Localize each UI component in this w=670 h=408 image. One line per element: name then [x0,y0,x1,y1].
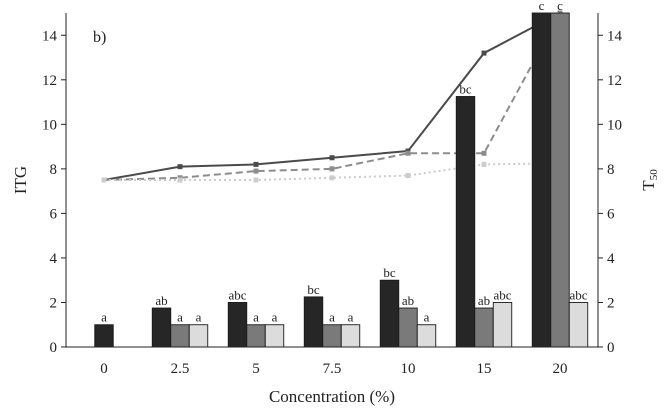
bar [455,96,476,348]
axes-layer [65,13,599,348]
line-series-layer [101,10,563,183]
right-y-tick-label: 12 [607,73,622,89]
bar [94,324,114,348]
significance-label: abc [228,287,246,302]
right-y-tick-label: 4 [607,251,615,267]
x-tick-label: 2.5 [171,361,190,377]
x-tick-label: 10 [401,361,416,377]
right-y-tick-label: 0 [607,340,615,356]
significance-label: c [557,0,563,13]
significance-label: a [329,310,335,325]
x-tick-label: 7.5 [323,361,342,377]
bar [264,324,285,348]
line-point [481,150,487,156]
line-point [329,155,335,161]
line-series-solid [103,12,561,181]
line-point [405,150,411,156]
right-y-tick-label: 2 [607,295,615,311]
line-series-dashed [103,12,561,181]
right-y-axis-label-main: T [639,180,658,191]
bar [474,307,494,348]
left-y-tick-label: 8 [50,162,58,178]
line-point [253,168,259,174]
bar [568,302,589,348]
line-point [481,50,487,56]
significance-label: ab [155,293,167,308]
line-point [329,166,335,172]
significance-label: ab [402,293,414,308]
ticks-layer: 0 2 4 6 8 10 12 14 0 2 4 6 8 10 12 14 0 2.5 5 7.5 10 15 20 [42,28,623,377]
significance-label: bc [459,82,472,97]
bar [531,12,552,348]
bar [322,324,342,348]
line-point [177,177,183,183]
left-y-tick-label: 6 [50,206,58,222]
bar [379,279,400,348]
right-y-axis-label: T50 [639,169,660,191]
left-y-tick-label: 2 [50,295,58,311]
bar [416,324,437,348]
left-y-axis-label: ITG [11,166,30,194]
x-tick-label: 15 [477,361,492,377]
line-point [253,177,259,183]
significance-label: a [196,310,202,325]
bar [550,12,570,348]
right-y-tick-label: 14 [607,28,623,44]
line-point [481,161,487,167]
significance-label: abc [569,287,587,302]
right-y-tick-label: 10 [607,117,622,133]
significance-label: bc [307,282,320,297]
significance-label: a [272,310,278,325]
line-point [405,173,411,179]
significance-label: a [101,310,107,325]
line-point [177,164,183,170]
bar [398,307,418,348]
panel-label: b) [93,29,106,46]
right-y-tick-label: 6 [607,206,615,222]
bar-series-layer [94,12,589,348]
significance-label: a [177,310,183,325]
left-y-tick-label: 14 [42,28,58,44]
significance-label: c [539,0,545,13]
line-point [101,177,107,183]
right-y-axis-label-subscript: 50 [648,169,660,181]
bar [151,307,172,348]
right-y-tick-label: 8 [607,162,615,178]
left-y-tick-label: 4 [50,251,58,267]
bar [303,296,324,348]
significance-label: abc [493,287,511,302]
significance-label: bc [383,265,396,280]
bar [170,324,190,348]
line-point [329,175,335,181]
left-y-tick-label: 0 [50,340,58,356]
bar [492,302,513,348]
significance-label: a [253,310,259,325]
left-y-tick-label: 10 [42,117,57,133]
left-y-tick-label: 12 [42,73,57,89]
line-point [253,161,259,167]
bar [340,324,361,348]
significance-label: a [424,310,430,325]
bar [227,302,248,348]
x-tick-label: 5 [252,361,260,377]
significance-label: a [348,310,354,325]
x-axis-label: Concentration (%) [269,387,395,406]
significance-label: ab [478,293,490,308]
x-tick-label: 0 [100,361,108,377]
bar [188,324,209,348]
x-tick-label: 20 [553,361,568,377]
bar [246,324,266,348]
